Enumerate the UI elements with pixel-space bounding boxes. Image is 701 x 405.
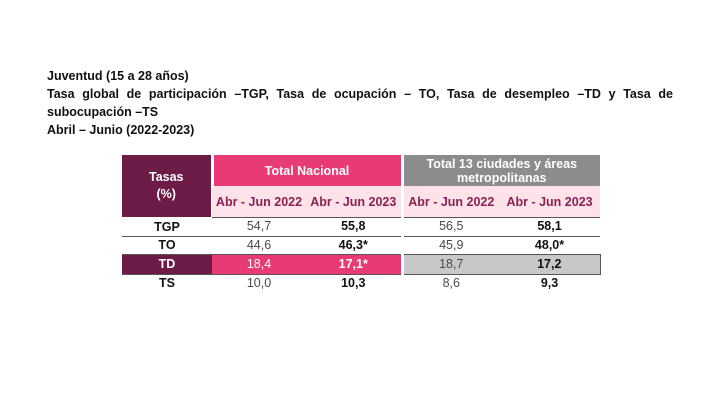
table-row-to: TO 44,6 46,3* 45,9 48,0* [122,235,601,254]
table-cell: 10,3 [341,275,366,290]
table-cell: 10,0 [246,275,272,290]
header-tasas-label: Tasas [148,169,184,184]
table-row-ts: TS 10,0 10,3 8,6 9,3 [122,274,600,292]
table-cell: 54,7 [212,217,306,236]
period-header: Abr - Jun 2022 [212,186,306,218]
row-label: TS [159,275,175,290]
table-cell: 55,8 [306,217,403,236]
table-cell: 18,4 [212,253,306,275]
labor-rates-table: Tasas (%) Total Nacional Total 13 ciudad… [122,155,601,292]
caption-population: Juventud (15 a 28 años) [47,69,189,83]
caption-indicators-cont: subocupación –TS [47,105,159,119]
row-label: TD [122,253,212,275]
table-caption: Juventud (15 a 28 años) Tasa global de p… [47,67,673,139]
header-ciudades-line2: metropolitanas [456,170,547,185]
table-row-td: TD 18,4 17,1* 18,7 17,2 [122,253,601,275]
row-label: TGP [122,217,212,236]
row-label: TO [122,235,212,254]
caption-indicators: Tasa global de participación –TGP, Tasa … [47,87,673,101]
period-header: Abr - Jun 2023 [499,186,601,218]
period-header: Abr - Jun 2023 [306,186,403,218]
caption-period: Abril – Junio (2022-2023) [47,123,195,137]
table-cell: 58,1 [499,217,601,236]
table-cell: 17,2 [499,253,601,275]
table-cell: 56,5 [400,217,500,236]
header-total-nacional: Total Nacional [210,155,403,186]
table-cell: 9,3 [540,275,559,290]
table-cell: 17,1* [306,253,403,275]
table-row-tgp: TGP 54,7 55,8 56,5 58,1 [122,217,601,236]
header-total-ciudades: Total 13 ciudades y áreas metropolitanas [400,155,601,186]
table-cell: 48,0* [499,235,601,254]
table-cell: 8,6 [400,274,500,292]
header-tasas-unit: (%) [156,186,176,201]
table-cell: 18,7 [400,253,500,275]
header-tasas: Tasas (%) [122,155,212,219]
table-cell: 45,9 [400,235,500,254]
table-cell: 46,3* [306,235,403,254]
period-header: Abr - Jun 2022 [400,186,500,218]
table-cell: 44,6 [212,235,306,254]
header-ciudades-line1: Total 13 ciudades y áreas [426,156,578,171]
